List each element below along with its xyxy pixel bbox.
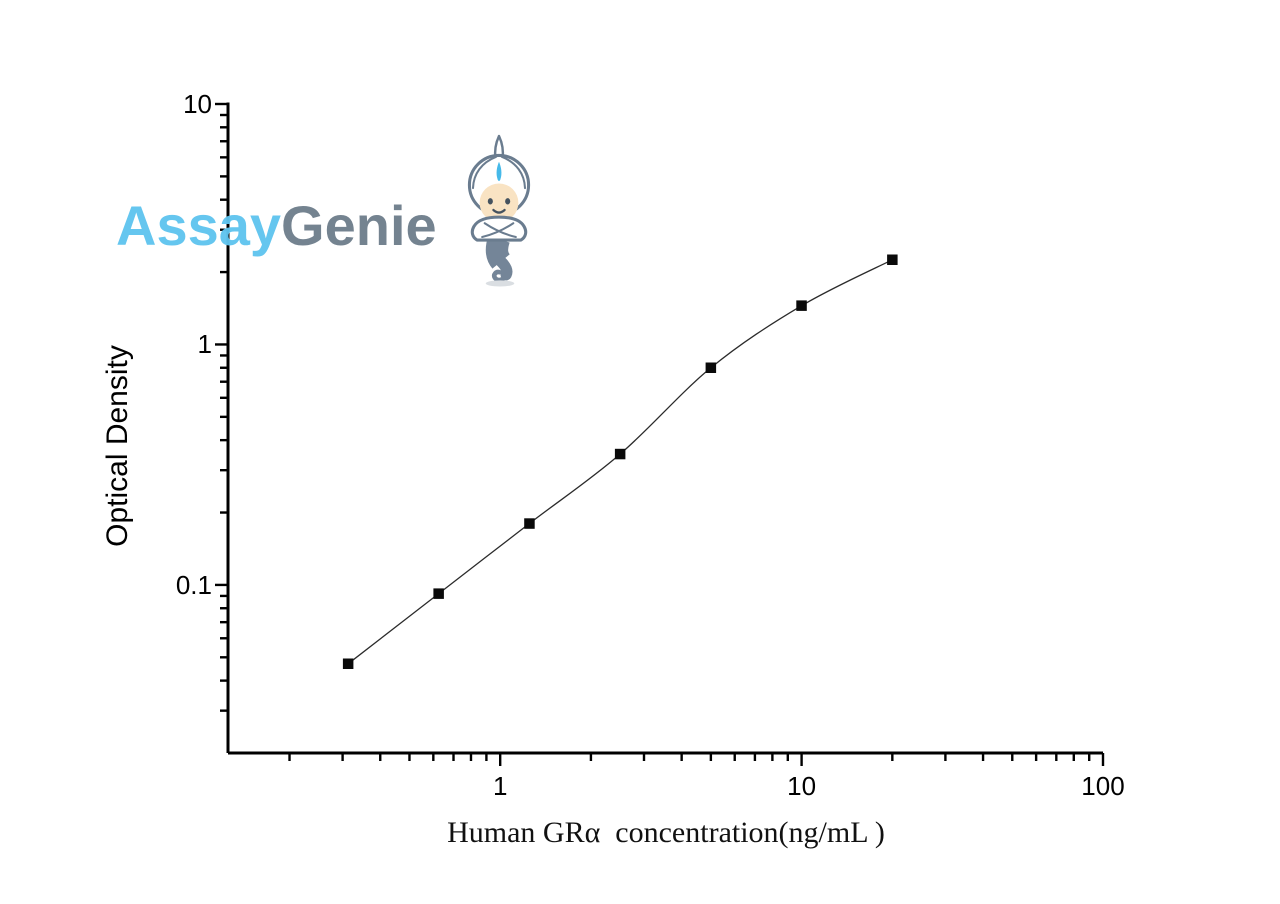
genie-arms — [470, 215, 528, 242]
genie-face — [479, 183, 519, 223]
data-point-marker — [524, 518, 535, 529]
logo-text-assay: Assay — [116, 194, 282, 257]
assaygenie-logo-watermark: AssayGenie — [116, 198, 437, 254]
genie-mascot-icon — [467, 134, 531, 287]
logo-text-genie: Genie — [281, 194, 437, 257]
x-axis-title: Human GRα concentration(ng/mL ) — [447, 816, 885, 849]
data-point-marker — [614, 448, 626, 460]
data-point-marker — [342, 658, 354, 669]
data-point-marker — [705, 362, 717, 373]
genie-shadow — [485, 280, 515, 287]
data-point-marker — [887, 254, 898, 265]
y-axis-title: Optical Density — [101, 345, 134, 547]
data-point-marker — [796, 300, 807, 311]
data-point-marker — [433, 588, 444, 599]
standard-curve-line — [347, 259, 893, 665]
genie-gem — [495, 159, 503, 183]
